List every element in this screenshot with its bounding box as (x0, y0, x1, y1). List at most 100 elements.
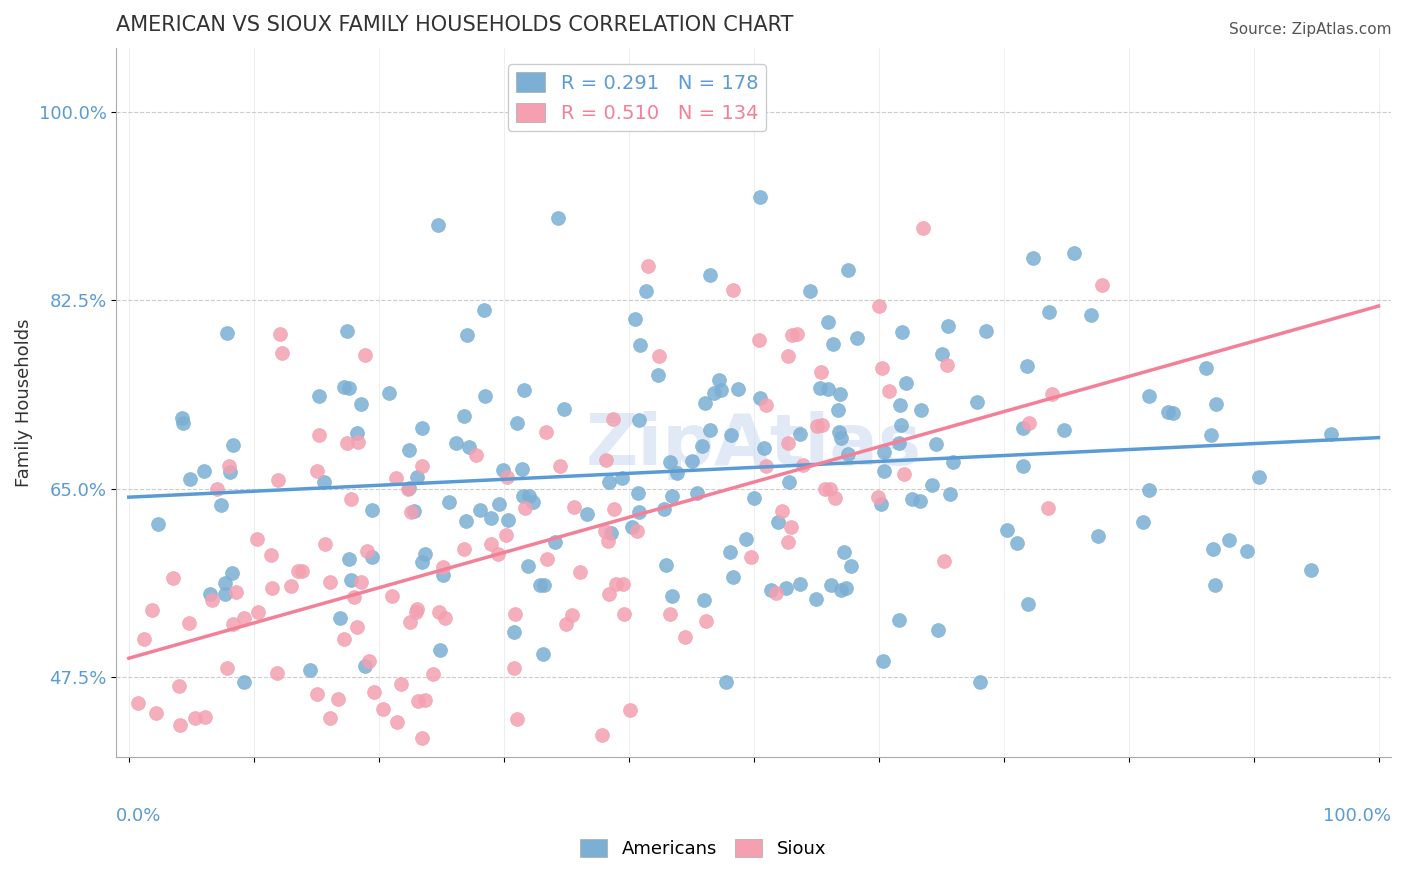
Point (761, 583, 783, 598)
Point (491, 463, 513, 477)
Point (247, 605, 270, 619)
Point (748, 333, 770, 347)
Point (267, 473, 290, 487)
Point (260, 548, 283, 562)
Point (695, 396, 717, 410)
Point (413, 692, 436, 706)
Point (832, 545, 855, 559)
Point (693, 592, 716, 607)
Point (828, 386, 851, 401)
Point (127, 696, 149, 710)
Point (810, 381, 832, 395)
Point (340, 573, 363, 587)
Point (935, 358, 957, 372)
Point (1195, 361, 1218, 376)
Point (453, 409, 475, 424)
Point (486, 547, 509, 561)
Point (602, 412, 624, 426)
Point (434, 611, 457, 625)
Point (673, 630, 696, 644)
Point (193, 464, 215, 478)
Point (891, 325, 914, 339)
Point (312, 475, 335, 490)
Point (350, 574, 373, 589)
Point (554, 616, 576, 631)
Point (207, 483, 229, 497)
Point (432, 559, 454, 574)
Point (1022, 252, 1045, 266)
Point (1161, 406, 1184, 420)
Point (553, 402, 575, 417)
Point (776, 435, 799, 450)
Point (429, 643, 451, 657)
Point (749, 391, 772, 405)
Point (533, 577, 555, 591)
Point (921, 477, 943, 491)
Point (1204, 577, 1226, 591)
Point (411, 458, 433, 473)
Point (827, 403, 849, 417)
Point (765, 586, 787, 600)
Point (529, 578, 551, 592)
Point (398, 443, 420, 458)
Point (308, 389, 330, 403)
Point (333, 632, 356, 647)
Point (413, 547, 436, 561)
Point (887, 435, 910, 450)
Point (1199, 428, 1222, 442)
Point (184, 711, 207, 725)
Point (513, 500, 536, 515)
Point (437, 495, 460, 509)
Point (748, 189, 770, 203)
Point (811, 417, 834, 432)
Point (457, 440, 479, 454)
Point (561, 607, 583, 622)
Point (141, 603, 163, 617)
Y-axis label: Family Households: Family Households (15, 318, 32, 487)
Point (336, 436, 359, 450)
Point (925, 437, 948, 451)
Point (659, 455, 682, 469)
Point (219, 465, 242, 479)
Point (1218, 533, 1240, 547)
Point (966, 395, 988, 409)
Point (655, 558, 678, 573)
Point (1236, 543, 1258, 558)
Point (634, 284, 657, 298)
Point (201, 593, 224, 607)
Point (901, 491, 924, 506)
Point (170, 411, 193, 425)
Point (598, 475, 620, 490)
Point (391, 677, 413, 691)
Point (512, 489, 534, 503)
Point (510, 462, 533, 476)
Point (1007, 535, 1029, 549)
Point (591, 728, 613, 742)
Point (932, 554, 955, 568)
Point (427, 605, 450, 619)
Point (1320, 426, 1343, 441)
Point (1015, 359, 1038, 374)
Point (531, 648, 554, 662)
Point (652, 502, 675, 516)
Point (221, 617, 243, 632)
Point (740, 549, 762, 564)
Point (780, 327, 803, 342)
Point (628, 338, 651, 352)
Point (806, 419, 828, 434)
Point (721, 283, 744, 297)
Point (908, 494, 931, 508)
Point (936, 318, 959, 333)
Point (287, 564, 309, 578)
Point (866, 490, 889, 504)
Point (361, 830, 384, 845)
Point (209, 498, 232, 512)
Point (370, 858, 392, 872)
Point (598, 587, 620, 601)
Point (148, 517, 170, 532)
Point (789, 426, 811, 441)
Point (314, 536, 336, 550)
Point (402, 504, 425, 518)
Point (1012, 420, 1035, 434)
Point (162, 571, 184, 585)
